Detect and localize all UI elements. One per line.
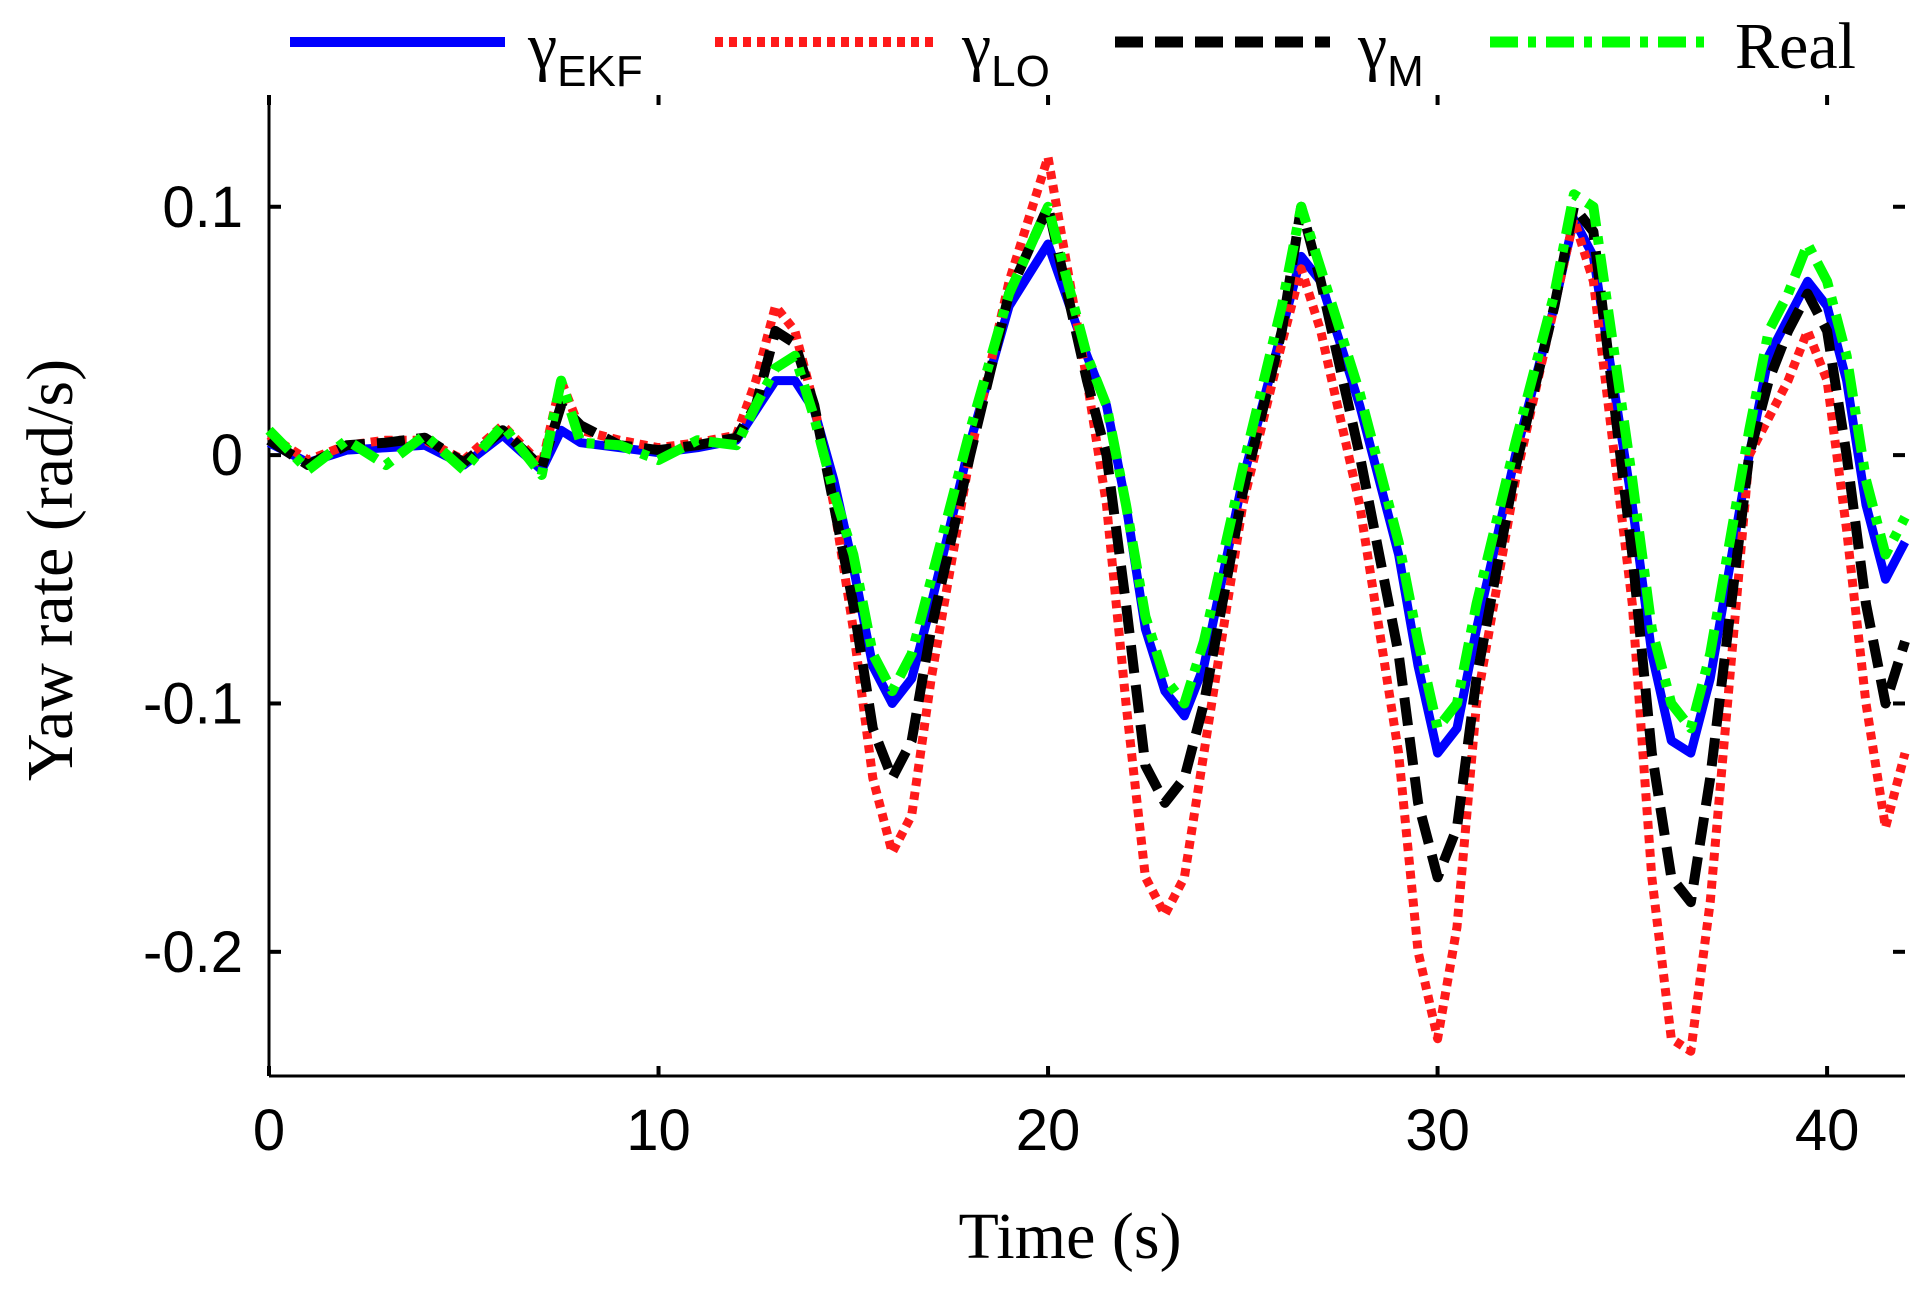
y-axis-title: Yaw rate (rad/s): [14, 359, 87, 781]
y-tick-label: 0: [211, 423, 243, 488]
legend-label: γEKF: [527, 10, 643, 96]
y-tick-label: -0.2: [143, 920, 243, 985]
x-axis-title: Time (s): [958, 1200, 1181, 1273]
series-line-m: [266, 201, 1910, 908]
legend-label: γLO: [961, 10, 1050, 96]
legend-label: γM: [1357, 10, 1424, 96]
series-line-ekf: [266, 214, 1909, 758]
legend-label: Real: [1735, 10, 1856, 83]
y-tick-label: 0.1: [162, 175, 243, 240]
x-tick-label: 30: [1405, 1098, 1470, 1163]
y-tick-label: -0.1: [143, 671, 243, 736]
plot-area: [265, 152, 1910, 1056]
series-line-real: [265, 189, 1910, 734]
x-tick-label: 10: [626, 1098, 691, 1163]
x-tick-label: 20: [1016, 1098, 1081, 1163]
legend: γEKF γLO γM Real: [290, 10, 1856, 96]
axis-ticks: 0 10 20 30 40 0.1 0 -0.1 -0.2: [143, 95, 1905, 1163]
series-line-lo: [266, 152, 1910, 1056]
x-tick-label: 40: [1795, 1098, 1860, 1163]
x-tick-label: 0: [253, 1098, 285, 1163]
